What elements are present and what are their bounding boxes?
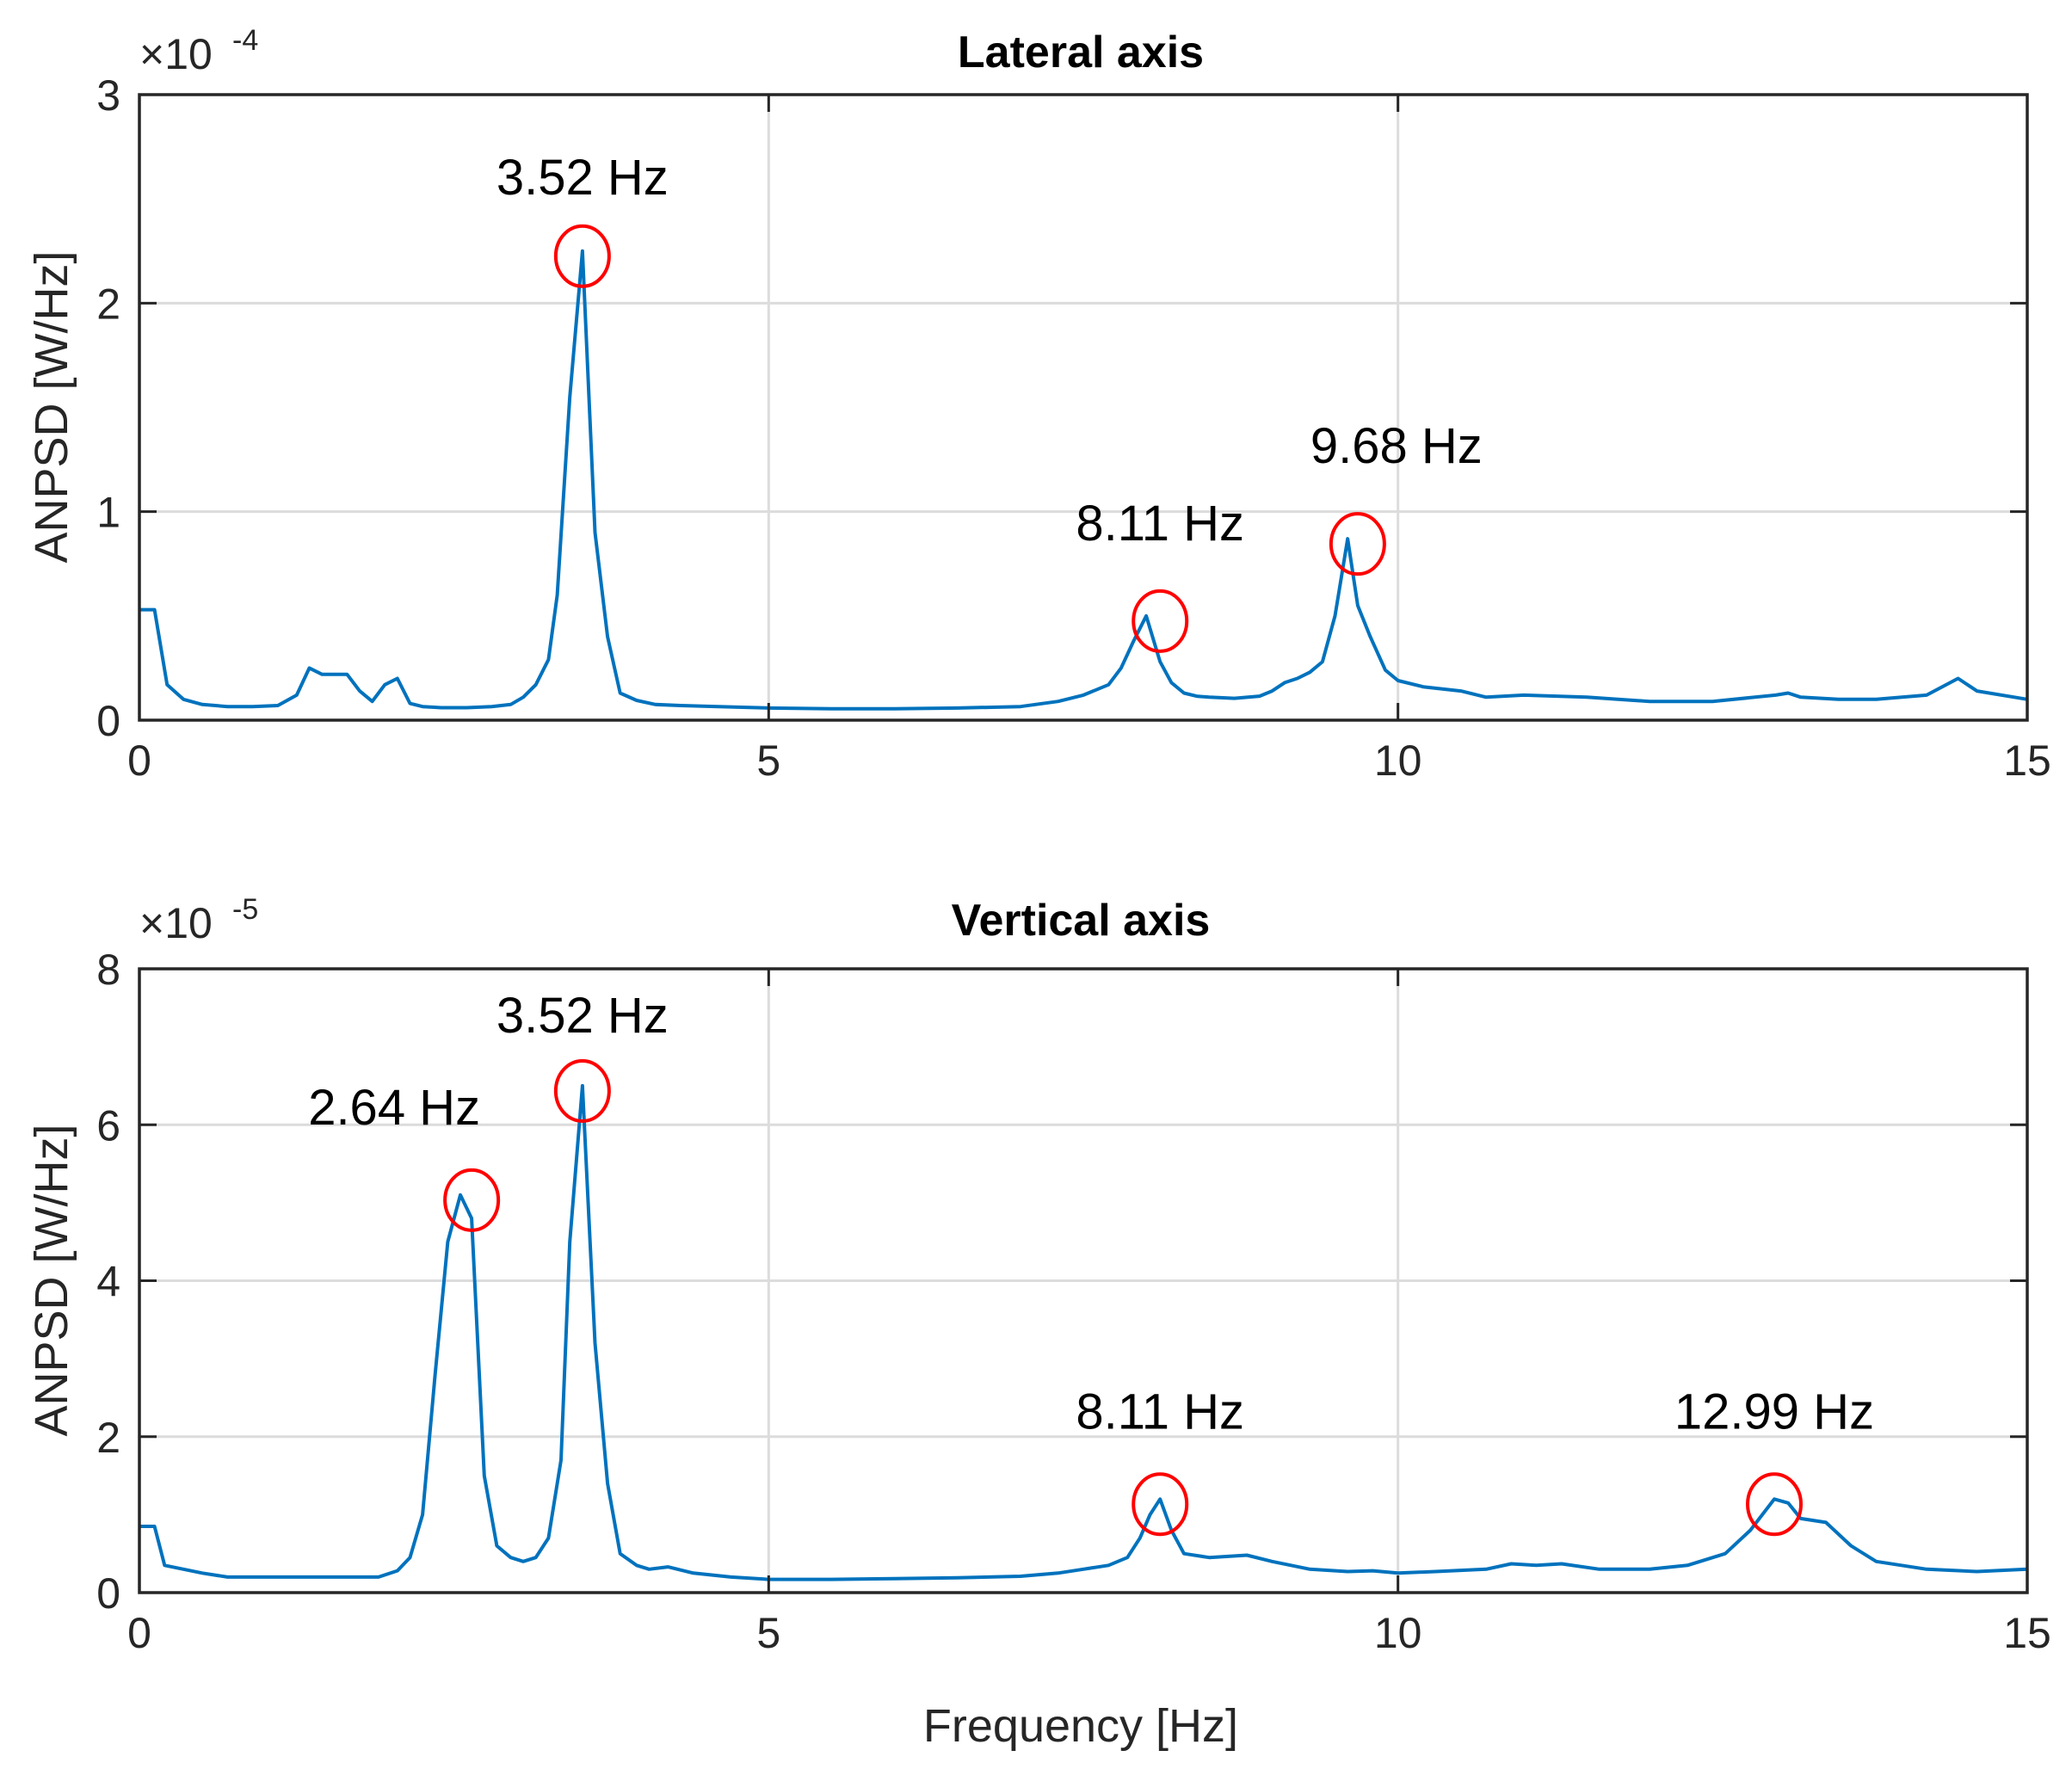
y-tick-label: 0 bbox=[96, 697, 120, 745]
peak-circle bbox=[553, 1058, 611, 1123]
peak-label: 8.11 Hz bbox=[1076, 496, 1244, 552]
chart-title: Lateral axis bbox=[958, 28, 1204, 77]
y-axis-label: ANPSD [W/Hz] bbox=[26, 250, 77, 563]
x-tick-label: 10 bbox=[1374, 737, 1422, 785]
exponent-power: -5 bbox=[232, 893, 258, 926]
peak-circle bbox=[443, 1168, 501, 1232]
tick-marks bbox=[138, 967, 2029, 1594]
exponent-power: -4 bbox=[232, 24, 258, 57]
peak-markers bbox=[443, 1058, 1804, 1537]
peak-label: 3.52 Hz bbox=[496, 988, 669, 1044]
exponent-label: ×10 -4 bbox=[139, 24, 258, 78]
chart-title: Vertical axis bbox=[952, 896, 1211, 946]
peak-circle bbox=[1329, 512, 1386, 576]
x-tick-label: 15 bbox=[2003, 737, 2051, 785]
y-tick-label: 8 bbox=[96, 946, 120, 994]
exponent-base: ×10 bbox=[139, 30, 213, 78]
y-tick-label: 0 bbox=[96, 1569, 120, 1618]
x-tick-label: 5 bbox=[756, 737, 780, 785]
exponent-label: ×10 -5 bbox=[139, 893, 258, 947]
x-tick-labels: 0 5 10 15 bbox=[127, 737, 2051, 785]
series-layer bbox=[139, 1083, 2028, 1581]
axes-frame bbox=[138, 93, 2029, 722]
exponent-base: ×10 bbox=[139, 899, 213, 947]
peak-labels: 3.52 Hz 8.11 Hz 9.68 Hz bbox=[496, 150, 1483, 552]
x-tick-labels: 0 5 10 15 bbox=[127, 1609, 2051, 1657]
tick-marks bbox=[138, 93, 2029, 722]
peak-label: 3.52 Hz bbox=[496, 150, 669, 206]
series-layer bbox=[139, 249, 2028, 711]
x-tick-label: 0 bbox=[127, 737, 151, 785]
y-tick-label: 4 bbox=[96, 1258, 120, 1306]
x-axis-label: Frequency [Hz] bbox=[923, 1700, 1238, 1752]
vertical-axis-panel: Vertical axis ×10 -5 2.64 Hz 3.52 Hz 8.11 … bbox=[26, 893, 2051, 1752]
x-tick-label: 15 bbox=[2003, 1609, 2051, 1657]
series-line bbox=[139, 1083, 2028, 1581]
peak-label: 2.64 Hz bbox=[308, 1080, 480, 1136]
lateral-axis-panel: Lateral axis ×10 -4 3.52 Hz 8.11 Hz 9.68 H… bbox=[26, 24, 2051, 785]
y-tick-label: 3 bbox=[96, 71, 120, 120]
gridlines bbox=[139, 969, 2027, 1593]
peak-label: 9.68 Hz bbox=[1310, 418, 1483, 474]
y-tick-label: 2 bbox=[96, 1414, 120, 1462]
y-tick-label: 6 bbox=[96, 1101, 120, 1150]
y-tick-labels: 0 1 2 3 bbox=[96, 71, 120, 745]
y-tick-label: 2 bbox=[96, 280, 120, 328]
y-axis-label: ANPSD [W/Hz] bbox=[26, 1124, 77, 1436]
peak-circle bbox=[553, 224, 611, 288]
peak-labels: 2.64 Hz 3.52 Hz 8.11 Hz 12.99 Hz bbox=[308, 988, 1874, 1439]
gridlines bbox=[139, 95, 2027, 720]
y-tick-labels: 0 2 4 6 8 bbox=[96, 946, 120, 1618]
x-tick-label: 5 bbox=[756, 1609, 780, 1657]
peak-circle bbox=[1746, 1472, 1804, 1537]
peak-label: 8.11 Hz bbox=[1076, 1384, 1244, 1439]
series-line bbox=[139, 249, 2028, 711]
x-tick-label: 10 bbox=[1374, 1609, 1422, 1657]
peak-circle bbox=[1132, 1472, 1189, 1537]
peak-markers bbox=[553, 224, 1386, 653]
peak-circle bbox=[1132, 589, 1189, 653]
y-tick-label: 1 bbox=[96, 489, 120, 537]
x-tick-label: 0 bbox=[127, 1609, 151, 1657]
peak-label: 12.99 Hz bbox=[1674, 1384, 1874, 1439]
